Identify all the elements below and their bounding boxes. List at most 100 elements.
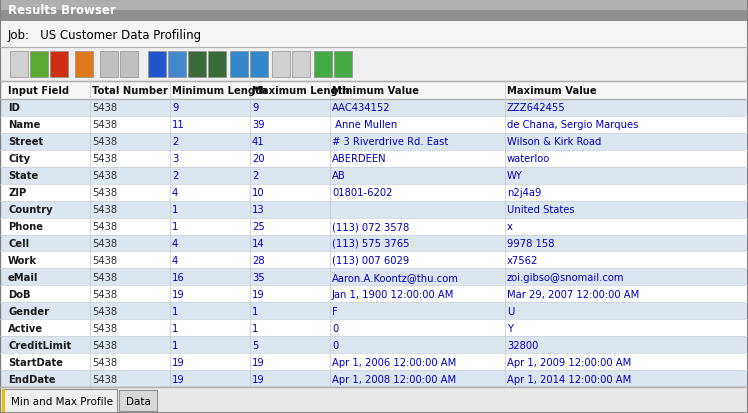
Text: CreditLimit: CreditLimit [8,340,71,350]
Text: 5438: 5438 [92,340,117,350]
Text: ID: ID [8,103,20,113]
Bar [0,184,748,201]
Text: (113) 072 3578: (113) 072 3578 [332,221,409,232]
Bar [0,269,748,286]
Text: Y: Y [507,323,513,333]
Text: n2j4a9: n2j4a9 [507,188,542,198]
Text: 14: 14 [252,238,265,248]
Bar [314,52,332,78]
Text: 2: 2 [172,171,178,181]
Text: 01801-6202: 01801-6202 [332,188,393,198]
Text: eMail: eMail [8,272,38,282]
Text: 5438: 5438 [92,306,117,316]
Text: waterloo: waterloo [507,154,551,164]
Text: 4: 4 [172,255,178,265]
Bar [0,286,748,303]
Text: 19: 19 [172,357,185,367]
Text: 5438: 5438 [92,188,117,198]
Text: 4: 4 [172,188,178,198]
Text: 2: 2 [252,171,258,181]
Text: State: State [8,171,38,181]
Bar [0,150,748,167]
Text: 1: 1 [252,306,258,316]
Text: AB: AB [332,171,346,181]
Text: WY: WY [507,171,523,181]
Text: Apr 1, 2008 12:00:00 AM: Apr 1, 2008 12:00:00 AM [332,374,456,384]
Text: 5438: 5438 [92,103,117,113]
Bar [334,52,352,78]
Text: 5438: 5438 [92,323,117,333]
Bar [292,52,310,78]
Text: ZIP: ZIP [8,188,26,198]
Text: AAC434152: AAC434152 [332,103,390,113]
Text: Jan 1, 1900 12:00:00 AM: Jan 1, 1900 12:00:00 AM [332,289,454,299]
Bar [168,52,186,78]
Text: Work: Work [8,255,37,265]
Text: 19: 19 [252,374,265,384]
Text: 9: 9 [172,103,178,113]
Text: 5: 5 [252,340,258,350]
Text: United States: United States [507,204,574,215]
Text: 19: 19 [252,357,265,367]
Text: 39: 39 [252,120,265,130]
Text: Aaron.A.Koontz@thu.com: Aaron.A.Koontz@thu.com [332,272,459,282]
Text: 0: 0 [332,323,338,333]
Bar [0,387,748,413]
Bar [0,320,748,336]
Bar [10,52,28,78]
Text: DoB: DoB [8,289,31,299]
Text: 5438: 5438 [92,204,117,215]
Bar [0,235,748,252]
Text: 3: 3 [172,154,178,164]
Text: 19: 19 [172,374,185,384]
Text: Minimum Value: Minimum Value [332,86,419,96]
Text: Total Number: Total Number [92,86,168,96]
Text: Country: Country [8,204,52,215]
Bar [50,52,68,78]
Bar [119,390,157,411]
Text: 1: 1 [172,306,178,316]
Text: 11: 11 [172,120,185,130]
Text: EndDate: EndDate [8,374,55,384]
Text: x7562: x7562 [507,255,539,265]
Text: 5438: 5438 [92,272,117,282]
Text: Apr 1, 2006 12:00:00 AM: Apr 1, 2006 12:00:00 AM [332,357,456,367]
Text: 5438: 5438 [92,255,117,265]
Text: 9978 158: 9978 158 [507,238,554,248]
Text: Active: Active [8,323,43,333]
Bar [0,218,748,235]
Text: Phone: Phone [8,221,43,232]
Text: 5438: 5438 [92,154,117,164]
Bar [100,52,118,78]
Text: 5438: 5438 [92,289,117,299]
Bar [148,52,166,78]
Bar [0,303,748,320]
Text: 5438: 5438 [92,221,117,232]
Text: 19: 19 [252,289,265,299]
Bar [75,52,93,78]
Bar [2,389,5,413]
Text: 1: 1 [172,221,178,232]
Text: 5438: 5438 [92,137,117,147]
Bar [272,52,290,78]
Text: Maximum Value: Maximum Value [507,86,597,96]
Text: 5438: 5438 [92,238,117,248]
Text: 4: 4 [172,238,178,248]
Text: City: City [8,154,30,164]
Bar [0,133,748,150]
Bar [0,48,748,82]
Bar [0,100,748,116]
Text: F: F [332,306,338,316]
Text: 16: 16 [172,272,185,282]
Bar [0,22,748,48]
Bar [188,52,206,78]
Bar [0,82,748,387]
Bar [0,0,748,11]
Bar [120,52,138,78]
Text: (113) 007 6029: (113) 007 6029 [332,255,409,265]
Bar [2,389,117,413]
Text: zoi.gibso@snomail.com: zoi.gibso@snomail.com [507,272,625,282]
Bar [30,52,48,78]
Text: 10: 10 [252,188,265,198]
Bar [250,52,268,78]
